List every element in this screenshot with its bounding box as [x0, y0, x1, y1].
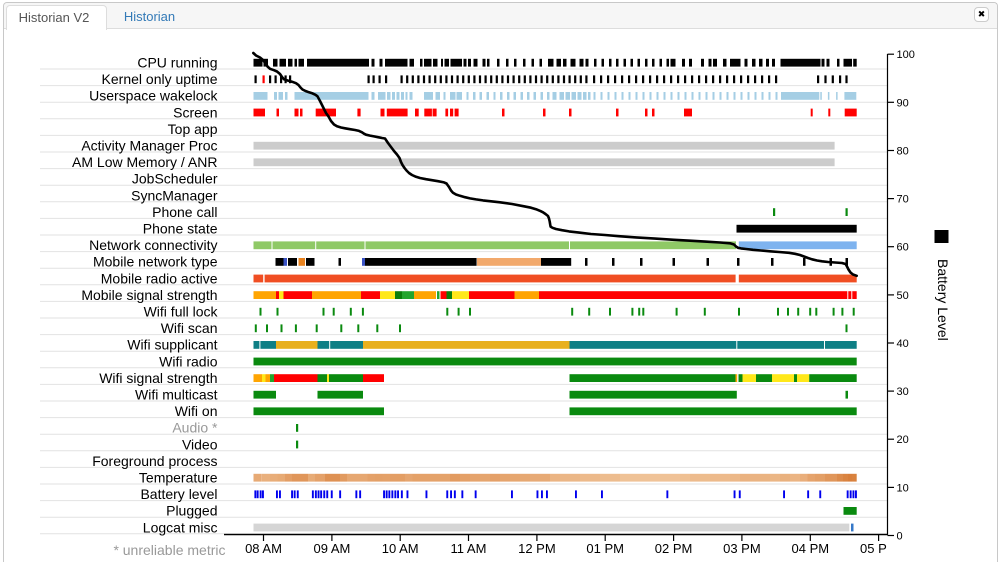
svg-text:Userspace wakelock: Userspace wakelock: [89, 88, 218, 104]
svg-text:40: 40: [897, 338, 909, 350]
svg-text:11 AM: 11 AM: [451, 541, 487, 556]
svg-text:Plugged: Plugged: [166, 503, 217, 519]
svg-text:100: 100: [897, 49, 915, 61]
svg-text:03 PM: 03 PM: [723, 541, 761, 556]
svg-text:Battery Level: Battery Level: [935, 259, 951, 341]
svg-text:Activity Manager Proc: Activity Manager Proc: [81, 138, 217, 154]
svg-text:Phone call: Phone call: [152, 204, 217, 220]
svg-text:01 PM: 01 PM: [586, 541, 624, 556]
svg-text:JobScheduler: JobScheduler: [132, 171, 218, 187]
svg-text:Mobile network type: Mobile network type: [93, 254, 218, 270]
svg-text:Wifi multicast: Wifi multicast: [135, 387, 218, 403]
svg-text:10 AM: 10 AM: [382, 541, 419, 556]
svg-text:50: 50: [897, 290, 909, 302]
svg-text:Screen: Screen: [173, 104, 217, 120]
svg-text:60: 60: [897, 242, 909, 254]
svg-text:Wifi radio: Wifi radio: [159, 353, 218, 369]
svg-text:Top app: Top app: [168, 121, 218, 137]
svg-text:Foreground process: Foreground process: [92, 453, 217, 469]
svg-text:70: 70: [897, 194, 909, 206]
svg-text:Wifi scan: Wifi scan: [161, 320, 218, 336]
svg-text:80: 80: [897, 146, 909, 158]
svg-text:20: 20: [897, 434, 909, 446]
svg-text:CPU running: CPU running: [137, 55, 217, 71]
svg-text:90: 90: [897, 97, 909, 109]
svg-text:Mobile radio active: Mobile radio active: [101, 270, 218, 286]
svg-text:Phone state: Phone state: [143, 221, 218, 237]
svg-text:Temperature: Temperature: [139, 470, 218, 486]
svg-text:04 PM: 04 PM: [792, 541, 830, 556]
svg-text:Wifi signal strength: Wifi signal strength: [99, 370, 217, 386]
svg-text:Wifi on: Wifi on: [175, 403, 218, 419]
svg-text:08 AM: 08 AM: [245, 541, 282, 556]
svg-text:Network connectivity: Network connectivity: [89, 237, 217, 253]
svg-text:Wifi supplicant: Wifi supplicant: [127, 337, 217, 353]
svg-text:12 PM: 12 PM: [518, 541, 556, 556]
svg-text:02 PM: 02 PM: [655, 541, 693, 556]
svg-text:09 AM: 09 AM: [313, 541, 350, 556]
svg-text:Audio *: Audio *: [172, 420, 218, 436]
svg-text:Logcat misc: Logcat misc: [143, 519, 218, 535]
svg-text:0: 0: [897, 531, 903, 543]
svg-text:05 P: 05 P: [860, 541, 887, 556]
svg-text:SyncManager: SyncManager: [131, 187, 218, 203]
svg-text:Battery level: Battery level: [140, 486, 217, 502]
svg-text:* unreliable metric: * unreliable metric: [113, 542, 225, 558]
svg-text:Video: Video: [182, 436, 218, 452]
svg-text:AM Low Memory / ANR: AM Low Memory / ANR: [72, 154, 217, 170]
svg-text:Kernel only uptime: Kernel only uptime: [102, 71, 218, 87]
svg-text:Wifi full lock: Wifi full lock: [144, 304, 219, 320]
svg-text:30: 30: [897, 386, 909, 398]
svg-text:Mobile signal strength: Mobile signal strength: [81, 287, 217, 303]
svg-text:10: 10: [897, 482, 909, 494]
